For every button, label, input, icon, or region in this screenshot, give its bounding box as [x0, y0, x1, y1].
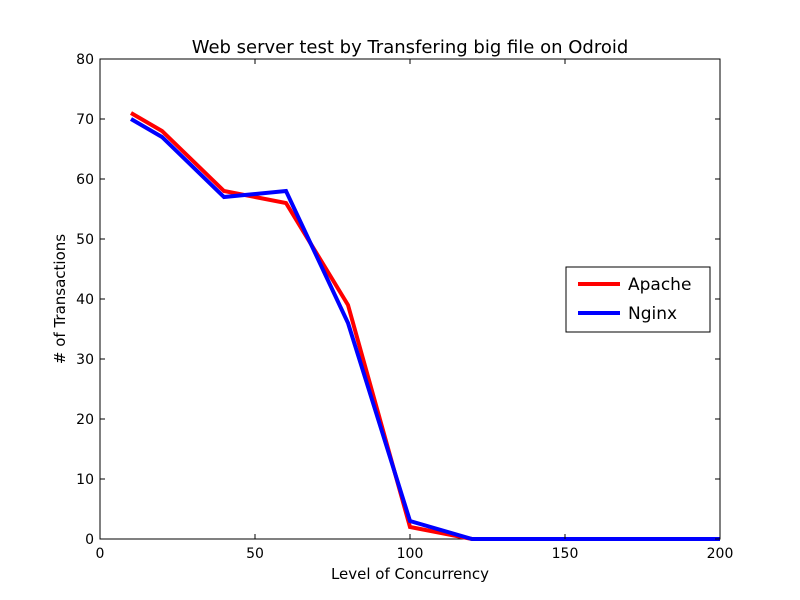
y-tick-label: 40 — [76, 292, 94, 308]
chart-title: Web server test by Transfering big file … — [192, 37, 629, 58]
ticks-layer: 0 50 100 150 200 0 10 20 30 40 50 60 70 80 — [76, 52, 733, 562]
y-tick-label: 20 — [76, 412, 94, 428]
legend-box — [565, 266, 711, 333]
y-tick-label: 70 — [76, 112, 94, 128]
x-tick-label: 200 — [707, 546, 734, 562]
y-tick-label: 60 — [76, 172, 94, 188]
legend-label-apache: Apache — [628, 275, 691, 295]
y-tick-label: 80 — [76, 52, 94, 68]
legend: Apache Nginx — [565, 266, 711, 333]
y-axis-label: # of Transactions — [51, 234, 69, 364]
x-tick-label: 150 — [552, 546, 579, 562]
series-line-nginx — [129, 117, 720, 541]
legend-label-nginx: Nginx — [628, 304, 677, 324]
x-axis-label: Level of Concurrency — [331, 565, 489, 583]
y-tick-label: 30 — [76, 352, 94, 368]
y-tick-label: 0 — [85, 532, 94, 548]
y-tick-label: 10 — [76, 472, 94, 488]
x-tick-label: 0 — [96, 546, 105, 562]
x-tick-label: 100 — [397, 546, 424, 562]
series-layer — [129, 111, 720, 541]
x-tick-label: 50 — [246, 546, 264, 562]
y-tick-label: 50 — [76, 232, 94, 248]
